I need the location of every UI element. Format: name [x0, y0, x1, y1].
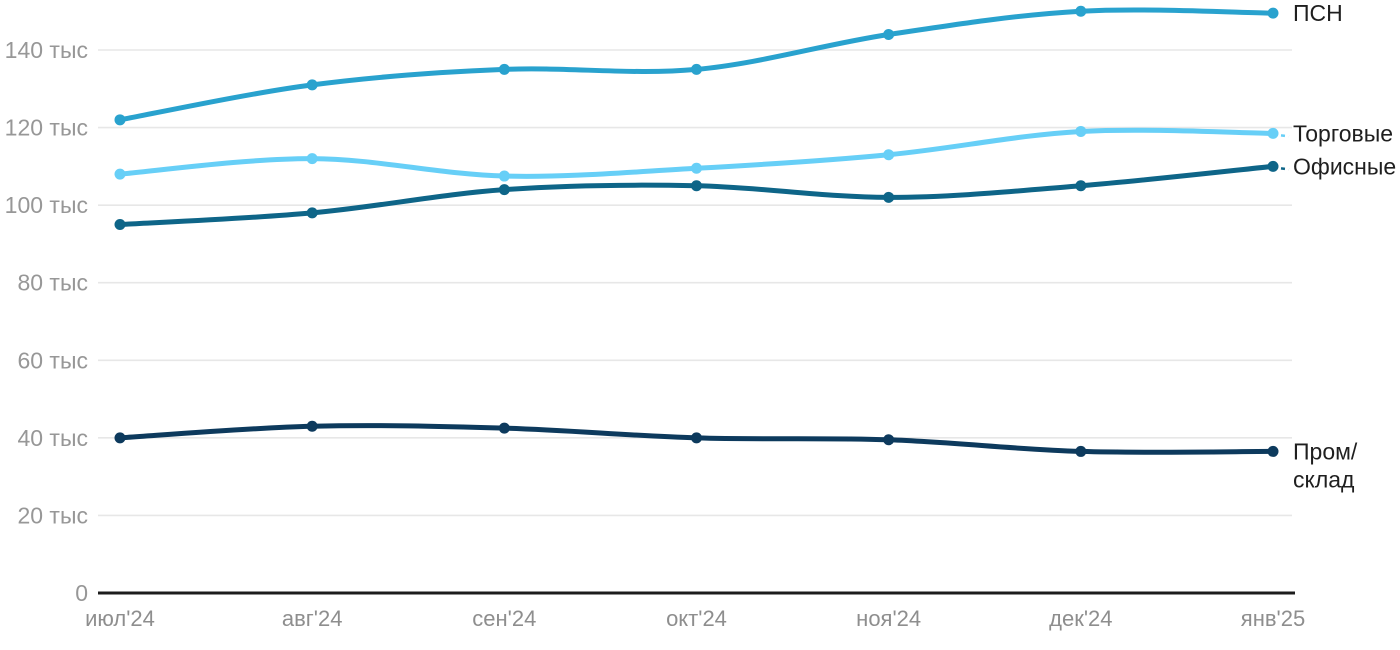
- series-line-ofisnye: [117, 163, 1276, 228]
- y-tick-label: 0: [75, 580, 88, 606]
- series-point-prom-sklad: [1267, 445, 1279, 457]
- series-point-torgovye: [498, 170, 510, 182]
- y-tick-label: 100 тыс: [5, 192, 88, 218]
- series-label-torgovye: Торговые: [1293, 120, 1393, 146]
- series-point-torgovye: [114, 168, 126, 180]
- series-point-torgovye: [1267, 127, 1279, 139]
- x-tick-label: дек'24: [1049, 606, 1112, 631]
- series-point-ofisnye: [883, 191, 895, 203]
- series-point-ofisnye: [1267, 160, 1279, 172]
- series-label-psn: ПСН: [1293, 0, 1343, 26]
- x-tick-label: авг'24: [282, 606, 343, 631]
- series-point-torgovye: [306, 153, 318, 165]
- series-label-ofisnye: Офисные: [1293, 153, 1396, 179]
- series-point-psn: [1075, 5, 1087, 17]
- y-tick-label: 20 тыс: [17, 502, 88, 528]
- series-point-psn: [883, 28, 895, 40]
- series-point-prom-sklad: [498, 422, 510, 434]
- series-point-psn: [114, 114, 126, 126]
- series-point-torgovye: [883, 149, 895, 161]
- series-point-psn: [306, 79, 318, 91]
- label-leader-dash-torgovye: [1280, 134, 1290, 138]
- x-tick-label: июл'24: [85, 606, 155, 631]
- series-point-torgovye: [691, 162, 702, 174]
- label-leader-dash-ofisnye: [1280, 167, 1290, 171]
- series-point-prom-sklad: [114, 432, 126, 444]
- series-point-ofisnye: [306, 207, 318, 219]
- x-tick-label: янв'25: [1241, 606, 1305, 631]
- series-point-torgovye: [1075, 125, 1087, 137]
- series-point-psn: [691, 63, 702, 75]
- series-point-prom-sklad: [883, 434, 895, 446]
- series-point-prom-sklad: [1075, 445, 1087, 457]
- series-point-ofisnye: [114, 219, 126, 231]
- y-tick-label: 120 тыс: [5, 115, 88, 141]
- x-tick-label: сен'24: [472, 606, 536, 631]
- x-tick-label: окт'24: [666, 606, 727, 631]
- series-label-prom-sklad: Пром/: [1293, 438, 1358, 464]
- series-point-ofisnye: [498, 184, 510, 196]
- y-tick-label: 140 тыс: [5, 37, 88, 63]
- y-tick-label: 80 тыс: [17, 270, 88, 296]
- series-point-prom-sklad: [691, 432, 702, 444]
- y-tick-label: 60 тыс: [17, 347, 88, 373]
- series-point-ofisnye: [691, 180, 702, 192]
- x-tick-label: ноя'24: [856, 606, 921, 631]
- series-point-ofisnye: [1075, 180, 1087, 192]
- series-point-prom-sklad: [306, 420, 318, 432]
- series-label-prom-sklad: склад: [1293, 466, 1355, 492]
- series-point-psn: [1267, 7, 1279, 19]
- series-point-psn: [498, 63, 510, 75]
- y-tick-label: 40 тыс: [17, 425, 88, 451]
